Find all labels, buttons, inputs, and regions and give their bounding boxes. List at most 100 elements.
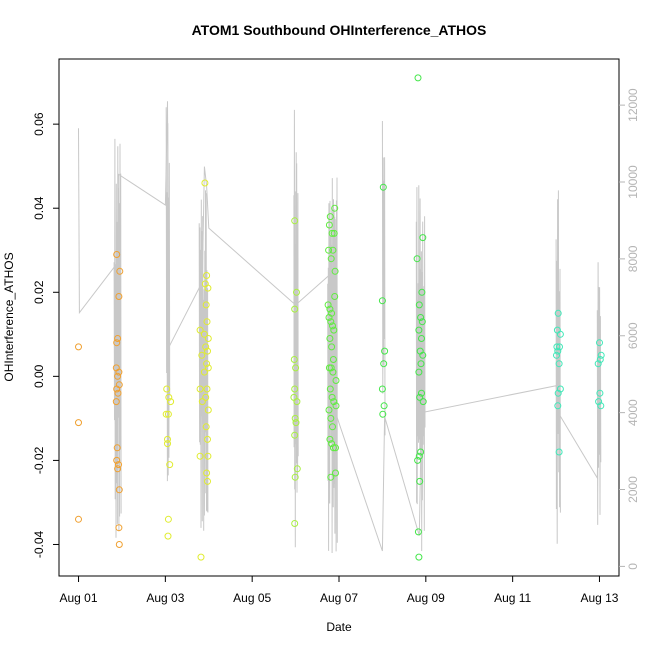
data-point <box>329 356 337 363</box>
axes-layer: Aug 01 Aug 03 Aug 05 Aug 07 Aug 09 Aug 11 Aug … <box>32 88 640 605</box>
data-point <box>594 360 602 368</box>
data-point <box>75 343 82 351</box>
y-tick-label: -0.04 <box>32 530 46 558</box>
data-point <box>204 435 211 443</box>
data-point <box>113 456 121 464</box>
x-axis-label: Date <box>326 620 352 634</box>
data-point <box>291 473 299 481</box>
data-point <box>75 419 82 427</box>
data-point <box>556 385 564 393</box>
data-point <box>415 452 423 460</box>
y2-tick-label: 4000 <box>626 399 640 426</box>
data-point <box>332 469 339 477</box>
data-point <box>198 398 206 406</box>
overlay-line-burst <box>198 190 209 531</box>
data-point <box>166 461 174 469</box>
y-tick-label: 0.02 <box>32 280 46 304</box>
data-point <box>553 351 560 359</box>
data-point <box>293 465 301 473</box>
data-point <box>595 398 603 406</box>
data-point <box>378 385 386 393</box>
data-point <box>202 301 210 309</box>
data-point <box>418 389 425 397</box>
data-point <box>419 234 427 242</box>
data-point <box>415 368 423 376</box>
data-point <box>332 444 339 452</box>
data-point <box>202 343 210 351</box>
data-point <box>200 368 208 376</box>
data-point <box>417 448 425 456</box>
data-point <box>291 385 299 393</box>
data-point <box>326 385 334 393</box>
data-point <box>330 326 338 334</box>
overlay-line <box>78 101 600 552</box>
overlay-line-burst <box>381 120 386 436</box>
data-point <box>554 309 562 317</box>
data-point <box>328 393 336 401</box>
x-tick-label: Aug 05 <box>233 591 271 605</box>
data-point <box>415 553 423 561</box>
data-point <box>204 335 212 342</box>
data-point <box>291 217 299 225</box>
data-point <box>553 343 561 351</box>
data-point <box>198 351 206 359</box>
data-point <box>329 322 336 330</box>
y-tick-label: 0.06 <box>32 112 46 136</box>
data-point <box>326 213 334 221</box>
data-point <box>164 515 172 523</box>
data-point <box>197 553 205 561</box>
data-point <box>162 410 170 418</box>
data-point <box>293 288 300 296</box>
data-point <box>414 528 422 536</box>
data-point <box>596 389 604 397</box>
data-point <box>380 402 388 410</box>
data-point <box>597 402 605 410</box>
data-point <box>204 364 212 372</box>
data-point <box>414 74 422 82</box>
data-point <box>554 402 562 410</box>
data-point <box>115 293 123 300</box>
data-point <box>164 410 172 418</box>
data-point <box>328 440 336 448</box>
x-tick-label: Aug 11 <box>494 591 531 605</box>
data-point <box>327 255 335 263</box>
x-tick-label: Aug 13 <box>580 591 618 605</box>
y2-tick-label: 2000 <box>626 476 640 503</box>
data-point <box>196 452 204 460</box>
y-tick-label: -0.02 <box>32 446 46 474</box>
data-point <box>291 431 299 439</box>
data-point <box>330 398 338 406</box>
data-point <box>112 398 120 406</box>
data-point <box>556 330 564 338</box>
x-tick-label: Aug 09 <box>407 591 445 605</box>
data-point <box>290 356 298 363</box>
data-point <box>113 339 121 347</box>
data-point <box>196 326 204 334</box>
data-point <box>114 465 122 473</box>
data-point <box>113 385 121 393</box>
data-point <box>327 364 335 372</box>
overlay-line-burst <box>596 262 602 525</box>
data-point <box>326 305 334 313</box>
data-point <box>113 251 121 258</box>
chart-title: ATOM1 Southbound OHInterference_ATHOS <box>192 22 487 38</box>
data-point <box>292 419 300 427</box>
data-point <box>418 288 426 296</box>
x-tick-label: Aug 03 <box>146 591 184 605</box>
data-point <box>331 267 339 275</box>
data-point <box>326 435 334 443</box>
data-point <box>115 486 123 494</box>
data-point <box>291 414 299 422</box>
overlay-line-burst <box>113 138 122 538</box>
data-point <box>325 246 333 254</box>
data-point <box>115 524 123 532</box>
data-point <box>115 461 122 469</box>
data-point <box>164 435 171 443</box>
plot-frame <box>58 58 620 577</box>
data-point <box>325 314 333 321</box>
data-point <box>114 389 122 397</box>
x-tick-label: Aug 01 <box>60 591 98 605</box>
y-axis-label: OHInterference_ATHOS <box>2 252 16 381</box>
data-point <box>328 343 336 351</box>
